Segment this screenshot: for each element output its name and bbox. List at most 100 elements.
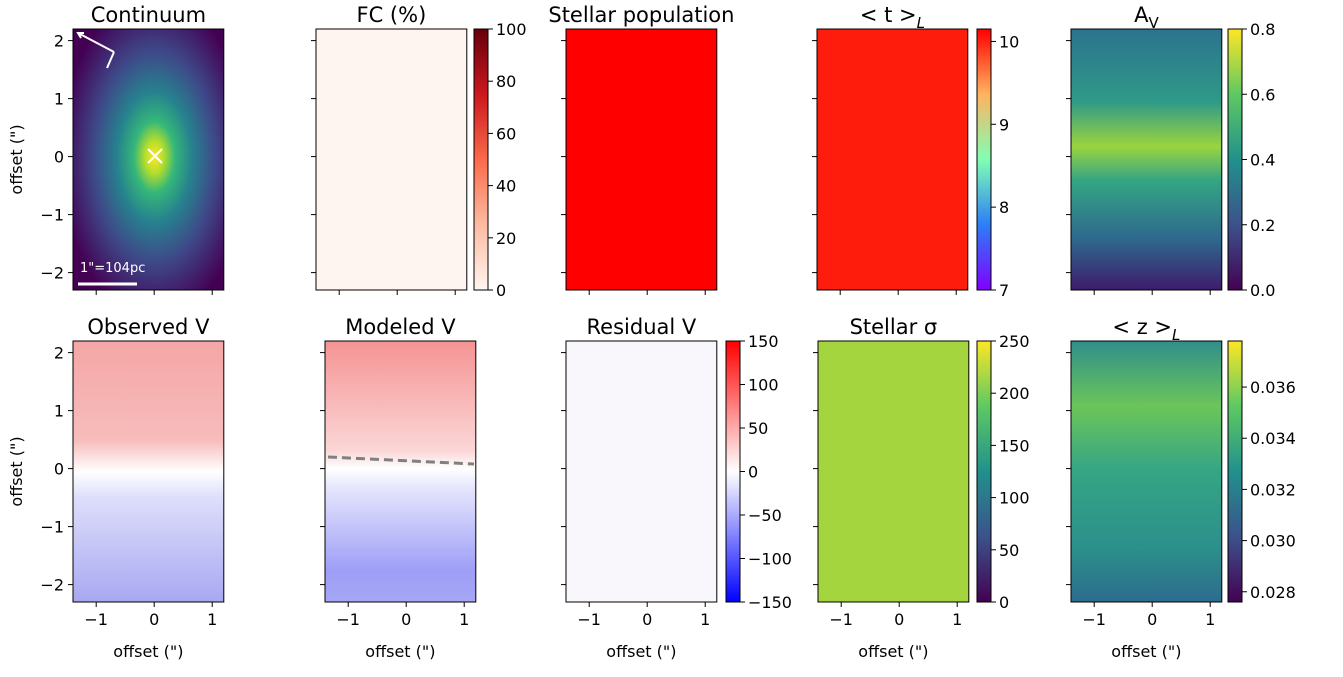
colorbar-tick-label: −50 — [748, 506, 782, 525]
title-text: < t > — [860, 3, 917, 27]
panel-title: Observed V — [87, 315, 210, 339]
colorbar — [976, 340, 992, 603]
colorbar-tick-label: 0.030 — [1250, 532, 1296, 551]
y-tick-label: 1 — [54, 402, 64, 421]
panel-title: Stellar σ — [850, 315, 938, 339]
title-text: Observed V — [87, 315, 210, 339]
colorbar-tick-label: 150 — [748, 332, 779, 351]
title-subscript: L — [1172, 326, 1180, 344]
x-tick-label: 1 — [700, 610, 710, 629]
overlays: 1"=104pc — [76, 32, 475, 466]
colorbar — [1227, 340, 1243, 603]
x-tick-label: 1 — [207, 610, 217, 629]
colorbar-tick-label: 0.034 — [1250, 429, 1296, 448]
kinematic-axis — [327, 455, 475, 466]
title-subscript: V — [1148, 14, 1159, 32]
colorbar-tick-label: 50 — [748, 419, 768, 438]
x-axis-label: offset (") — [606, 642, 676, 661]
colorbar-tick-label: 40 — [496, 177, 516, 196]
panel-title: Modeled V — [345, 315, 456, 339]
x-tick-label: −1 — [84, 610, 108, 629]
panel-frame — [72, 340, 225, 603]
panel-title: Residual V — [587, 315, 697, 339]
colorbar-tick-label: 100 — [748, 376, 779, 395]
image — [818, 341, 969, 602]
colorbar-tick-label: 20 — [496, 229, 516, 248]
title-text: Residual V — [587, 315, 697, 339]
scale-label: 1"=104pc — [80, 261, 145, 276]
colorbar-tick-label: 150 — [999, 436, 1030, 455]
x-tick-label: 0 — [1147, 610, 1157, 629]
image — [1071, 29, 1222, 290]
panel-frame — [1070, 340, 1223, 603]
image — [1071, 341, 1222, 602]
y-tick-label: −2 — [40, 576, 64, 595]
panel-frame — [816, 28, 969, 291]
north-arrow — [77, 32, 115, 53]
arrow-head — [76, 32, 84, 39]
panel-title: < z >L — [1112, 315, 1180, 344]
colorbar-tick-label: 0.028 — [1250, 583, 1296, 602]
colorbar-tick-label: 0.2 — [1250, 216, 1275, 235]
colorbar — [976, 28, 992, 291]
colorbar-tick-label: 50 — [999, 541, 1019, 560]
image — [316, 29, 467, 290]
colorbar-tick-label: 100 — [999, 489, 1030, 508]
panel-frame — [565, 28, 718, 291]
y-tick-label: −2 — [40, 264, 64, 283]
x-tick-label: 0 — [149, 610, 159, 629]
image — [566, 29, 717, 290]
y-tick-label: 0 — [54, 460, 64, 479]
panel-title: < t >L — [860, 3, 925, 32]
title-text: FC (%) — [357, 3, 427, 27]
colorbar-tick-label: 0.6 — [1250, 85, 1275, 104]
colorbar-tick-label: 60 — [496, 124, 516, 143]
colorbar — [725, 340, 741, 603]
panel-title: Continuum — [91, 3, 206, 27]
x-tick-label: 0 — [642, 610, 652, 629]
colorbar-tick-label: 250 — [999, 332, 1030, 351]
colorbar — [1227, 28, 1243, 291]
colorbar-tick-label: 9 — [999, 115, 1009, 134]
title-text: Continuum — [91, 3, 206, 27]
panel-frame — [1070, 28, 1223, 291]
image — [566, 341, 717, 602]
image — [73, 341, 224, 602]
x-tick-label: −1 — [336, 610, 360, 629]
x-tick-label: −1 — [829, 610, 853, 629]
x-tick-label: −1 — [1082, 610, 1106, 629]
x-axis-label: offset (") — [365, 642, 435, 661]
colorbar-tick-label: 80 — [496, 72, 516, 91]
colorbar-tick-label: 0.4 — [1250, 151, 1275, 170]
colorbar-tick-label: 0 — [999, 593, 1009, 612]
x-tick-label: 1 — [459, 610, 469, 629]
x-tick-label: 1 — [952, 610, 962, 629]
panel-frame — [315, 28, 468, 291]
y-axis-label: offset (") — [7, 124, 26, 194]
colorbar — [473, 28, 489, 291]
title-text: Modeled V — [345, 315, 456, 339]
colorbar-tick-label: −150 — [748, 593, 792, 612]
image — [817, 29, 968, 290]
x-tick-label: 0 — [894, 610, 904, 629]
colorbar-tick-label: 0.0 — [1250, 281, 1275, 300]
colorbar-tick-label: 200 — [999, 384, 1030, 403]
title-subscript: L — [917, 14, 925, 32]
center-cross — [147, 148, 163, 164]
y-tick-label: 0 — [54, 148, 64, 167]
colorbar-tick-label: 10 — [999, 32, 1019, 51]
colorbar-tick-label: 8 — [999, 198, 1009, 217]
panel-frame — [565, 340, 718, 603]
y-tick-label: −1 — [40, 206, 64, 225]
y-tick-label: 2 — [54, 32, 64, 51]
y-tick-label: 2 — [54, 344, 64, 363]
x-axis-label: offset (") — [1111, 642, 1181, 661]
colorbar-tick-label: 100 — [496, 20, 527, 39]
x-axis-label: offset (") — [858, 642, 928, 661]
title-text: Stellar σ — [850, 315, 938, 339]
y-tick-label: 1 — [54, 90, 64, 109]
x-tick-label: −1 — [577, 610, 601, 629]
panel-frame — [817, 340, 970, 603]
colorbar-tick-label: 0 — [748, 463, 758, 482]
y-tick-label: −1 — [40, 518, 64, 537]
